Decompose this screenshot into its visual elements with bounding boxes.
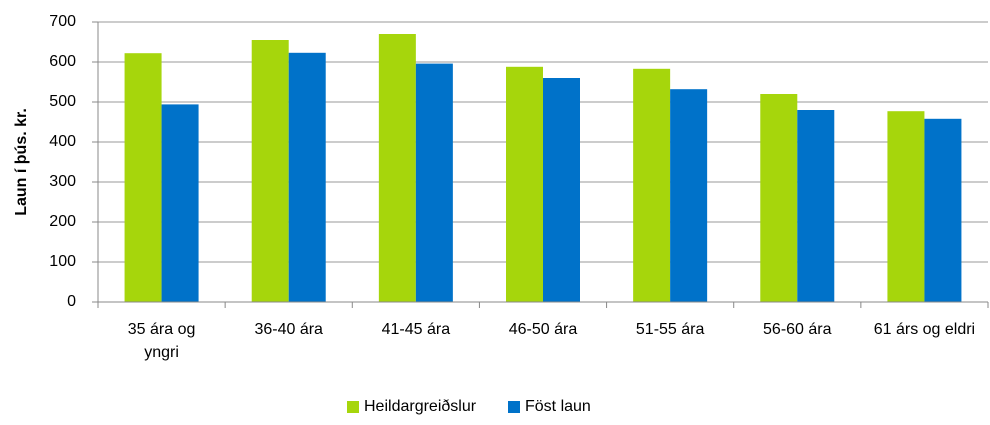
x-tick-label: 56-60 ára bbox=[763, 321, 832, 338]
y-tick-label: 600 bbox=[49, 53, 76, 70]
bar bbox=[378, 34, 416, 302]
y-tick-label: 400 bbox=[49, 133, 76, 150]
bar bbox=[670, 89, 708, 302]
bar bbox=[633, 68, 671, 302]
bar bbox=[161, 104, 199, 303]
bar bbox=[797, 110, 835, 302]
x-tick-label: 61 árs og eldri bbox=[873, 321, 976, 338]
y-tick-label: 100 bbox=[49, 253, 76, 270]
legend-item: Heildargreiðslur bbox=[347, 398, 476, 416]
x-tick-label: 36-40 ára bbox=[254, 321, 323, 338]
legend-item: Föst laun bbox=[508, 398, 591, 416]
legend-swatch bbox=[508, 401, 520, 413]
y-tick-label: 500 bbox=[49, 93, 76, 110]
x-tick-label: 51-55 ára bbox=[635, 321, 705, 338]
legend-label: Heildargreiðslur bbox=[364, 398, 477, 415]
bar bbox=[251, 40, 289, 302]
bar bbox=[124, 53, 162, 303]
y-tick-label: 0 bbox=[67, 293, 76, 310]
bar bbox=[887, 111, 925, 302]
legend-label: Föst laun bbox=[525, 398, 591, 415]
bar bbox=[506, 66, 543, 302]
bar bbox=[760, 94, 798, 302]
bar bbox=[415, 63, 453, 302]
y-tick-label: 300 bbox=[49, 173, 76, 190]
legend-swatch bbox=[347, 401, 359, 413]
x-tick-label: 41-45 ára bbox=[381, 321, 451, 338]
y-tick-label: 700 bbox=[49, 13, 76, 30]
bar bbox=[288, 52, 326, 302]
bar bbox=[543, 78, 580, 302]
bar bbox=[924, 118, 962, 302]
y-axis-label: Laun í þús. kr. bbox=[13, 108, 30, 216]
x-tick-label: 35 ára og yngri bbox=[127, 321, 196, 361]
y-tick-label: 200 bbox=[49, 213, 76, 230]
x-tick-label: 46-50 ára bbox=[508, 321, 578, 338]
